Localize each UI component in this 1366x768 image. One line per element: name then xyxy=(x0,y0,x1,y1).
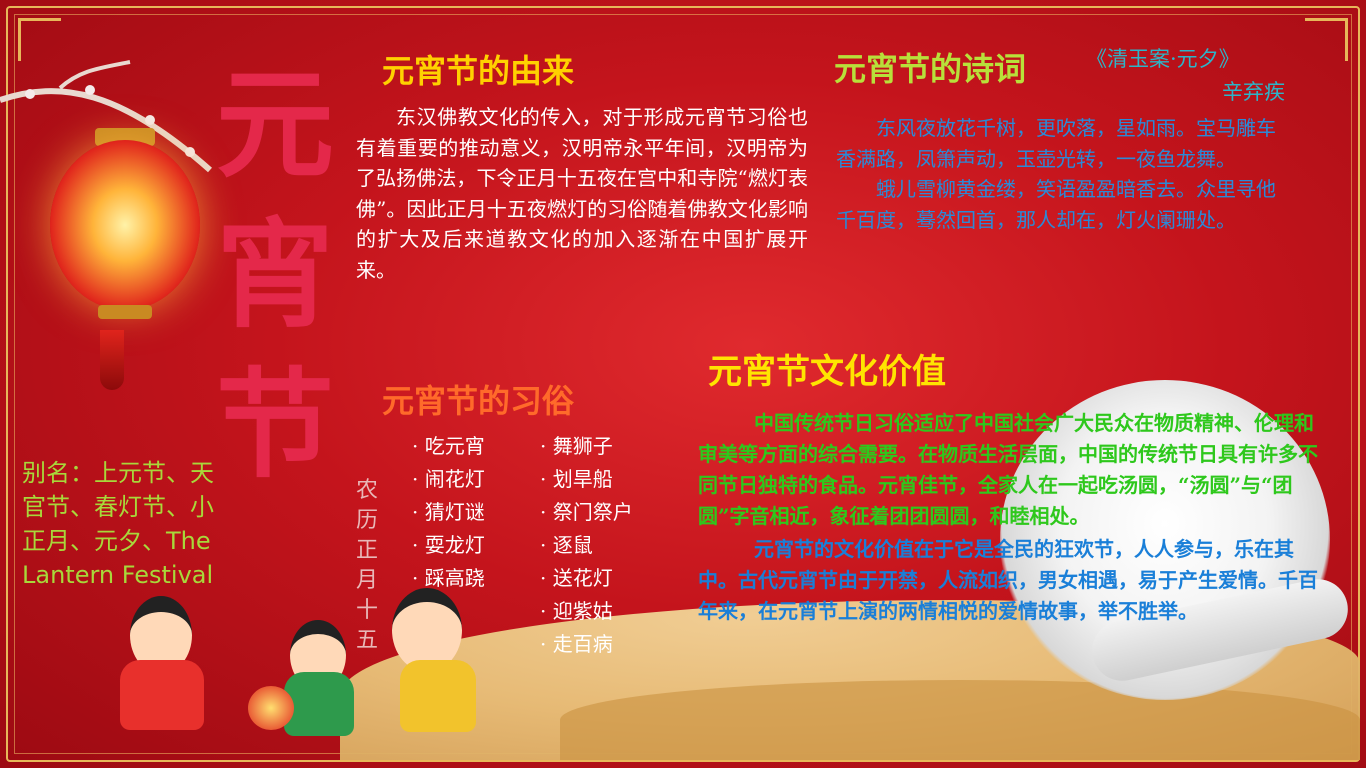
list-item: 吃元宵 xyxy=(412,430,485,463)
lunar-char: 十 xyxy=(355,598,378,623)
lunar-char: 历 xyxy=(355,508,378,533)
lunar-char: 五 xyxy=(355,628,378,653)
list-item: 闹花灯 xyxy=(412,463,485,496)
child-figure xyxy=(284,672,354,736)
child-figure xyxy=(120,660,204,730)
list-item: 舞狮子 xyxy=(540,430,633,463)
big-vertical-title: 元 宵 节 xyxy=(210,50,340,500)
customs-column: 吃元宵 闹花灯 猜灯谜 耍龙灯 踩高跷 xyxy=(412,430,485,595)
corner-ornament xyxy=(18,18,61,61)
list-item: 踩高跷 xyxy=(412,562,485,595)
value-text: 中国传统节日习俗适应了中国社会广大民众在物质精神、伦理和审美等方面的综合需要。在… xyxy=(698,408,1318,627)
list-item: 祭门祭户 xyxy=(540,496,633,529)
outer-frame xyxy=(6,6,1360,762)
wave-shadow xyxy=(560,680,1360,760)
lantern-base xyxy=(98,305,152,319)
lunar-date-vertical: 农 历 正 月 十 五 xyxy=(352,476,382,656)
customs-heading: 元宵节的习俗 xyxy=(382,382,575,420)
alias-text: 别名：上元节、天官节、春灯节、小正月、元夕、The Lantern Festiv… xyxy=(22,459,214,589)
lunar-char: 农 xyxy=(355,478,378,503)
list-item: 走百病 xyxy=(540,628,633,661)
poem-heading: 元宵节的诗词 xyxy=(834,50,1027,88)
value-paragraph: 中国传统节日习俗适应了中国社会广大民众在物质精神、伦理和审美等方面的综合需要。在… xyxy=(698,411,1318,528)
small-lantern xyxy=(248,686,294,730)
title-char: 宵 xyxy=(215,205,334,344)
list-item: 迎紫姑 xyxy=(540,595,633,628)
poem-author: 辛弃疾 xyxy=(1222,80,1285,104)
list-item: 送花灯 xyxy=(540,562,633,595)
origin-text: 东汉佛教文化的传入，对于形成元宵节习俗也有着重要的推动意义，汉明帝永平年间，汉明… xyxy=(356,105,808,282)
poem-text: 东风夜放花千树，更吹落，星如雨。宝马雕车香满路，凤箫声动，玉壶光转，一夜鱼龙舞。… xyxy=(836,113,1286,235)
value-heading: 元宵节文化价值 xyxy=(708,352,946,392)
lunar-char: 正 xyxy=(355,538,378,563)
lunar-char: 月 xyxy=(355,568,378,593)
poem-paragraph: 蛾儿雪柳黄金缕，笑语盈盈暗香去。众里寻他千百度，蓦然回首，那人却在，灯火阑珊处。 xyxy=(836,177,1276,232)
poem-title: 《清玉案·元夕》 xyxy=(1086,47,1240,71)
list-item: 逐鼠 xyxy=(540,529,633,562)
list-item: 猜灯谜 xyxy=(412,496,485,529)
list-item: 划旱船 xyxy=(540,463,633,496)
lantern-tassel xyxy=(100,330,124,390)
origin-heading: 元宵节的由来 xyxy=(382,52,575,90)
corner-ornament xyxy=(1305,18,1348,61)
poem-paragraph: 东风夜放花千树，更吹落，星如雨。宝马雕车香满路，凤箫声动，玉壶光转，一夜鱼龙舞。 xyxy=(836,116,1276,171)
plum-branch-decoration xyxy=(0,60,212,173)
value-paragraph: 元宵节的文化价值在于它是全民的狂欢节，人人参与，乐在其中。古代元宵节由于开禁，人… xyxy=(698,537,1318,623)
title-char: 节 xyxy=(215,355,334,494)
customs-column: 舞狮子 划旱船 祭门祭户 逐鼠 送花灯 迎紫姑 走百病 xyxy=(540,430,633,661)
lantern-decoration xyxy=(40,120,210,320)
title-char: 元 xyxy=(215,55,334,194)
list-item: 耍龙灯 xyxy=(412,529,485,562)
child-figure xyxy=(400,660,476,732)
lantern-body xyxy=(50,140,200,310)
